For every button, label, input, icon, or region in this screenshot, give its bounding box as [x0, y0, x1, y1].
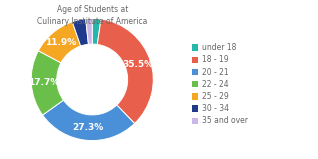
Wedge shape [38, 22, 81, 63]
Text: 11.9%: 11.9% [45, 38, 77, 47]
Text: 35.5%: 35.5% [122, 60, 154, 69]
Wedge shape [31, 51, 63, 115]
Text: 27.3%: 27.3% [72, 123, 103, 132]
Text: Age of Students at
Culinary Institute of America: Age of Students at Culinary Institute of… [37, 5, 148, 26]
Wedge shape [43, 100, 135, 141]
Wedge shape [97, 19, 153, 124]
Wedge shape [86, 18, 92, 44]
Text: 17.7%: 17.7% [28, 78, 60, 87]
Wedge shape [92, 18, 101, 45]
Wedge shape [72, 19, 88, 46]
Legend: under 18, 18 - 19, 20 - 21, 22 - 24, 25 - 29, 30 - 34, 35 and over: under 18, 18 - 19, 20 - 21, 22 - 24, 25 … [191, 42, 249, 126]
